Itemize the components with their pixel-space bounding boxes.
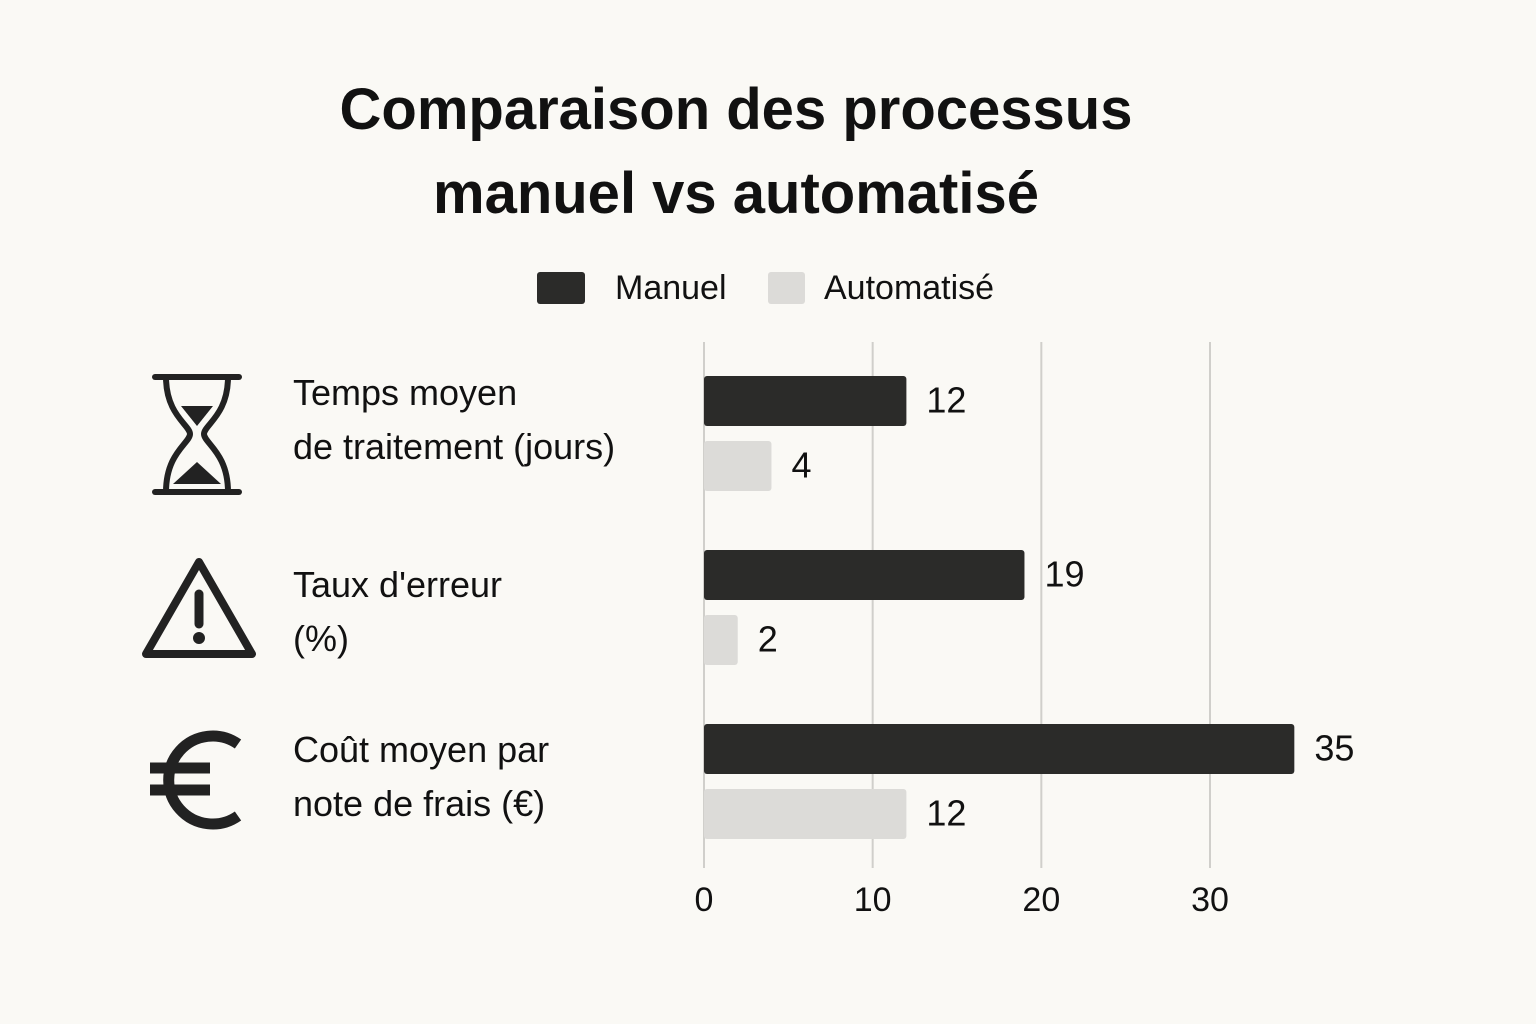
category-label: Temps moyen de traitement (jours) (293, 372, 616, 467)
bar (704, 376, 907, 426)
value-label: 12 (926, 793, 966, 834)
hourglass-icon (152, 374, 242, 495)
value-label: 19 (1044, 554, 1084, 595)
value-label: 35 (1314, 728, 1354, 769)
warning-icon (142, 558, 256, 658)
value-label: 4 (791, 445, 811, 486)
legend-swatch (537, 272, 585, 304)
bar (704, 441, 772, 491)
chart-title: Comparaison des processus manuel vs auto… (339, 77, 1133, 226)
bar (704, 615, 738, 665)
x-tick-label: 10 (854, 881, 892, 919)
x-tick-label: 30 (1191, 881, 1229, 919)
category-label: Coût moyen par note de frais (€) (293, 729, 550, 824)
legend-label: Manuel (615, 269, 727, 307)
category-label: Taux d'erreur (%) (293, 564, 502, 659)
euro-icon (150, 730, 242, 830)
value-label: 2 (758, 619, 778, 660)
bar (704, 550, 1025, 600)
bar (704, 789, 907, 839)
x-tick-label: 20 (1022, 881, 1060, 919)
value-label: 12 (926, 380, 966, 421)
legend-swatch (768, 272, 805, 304)
legend-label: Automatisé (824, 269, 994, 307)
bar (704, 724, 1295, 774)
x-tick-label: 0 (695, 881, 714, 919)
